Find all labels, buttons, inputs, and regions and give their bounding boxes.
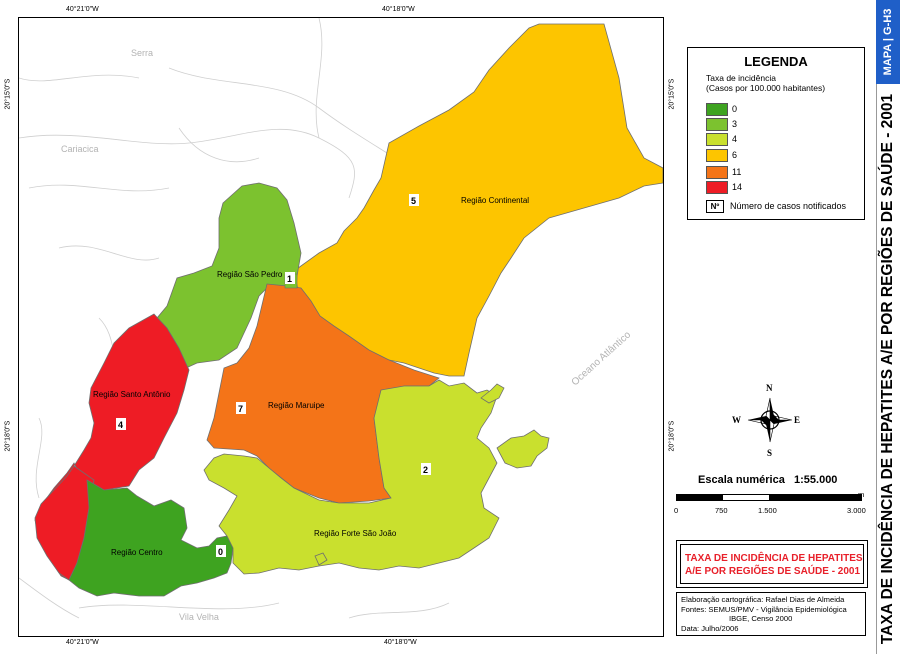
region-centro[interactable]: [68, 479, 234, 597]
legend-cases-box: Nº: [706, 200, 724, 213]
map-code-label: MAPA | G-H3: [882, 8, 894, 76]
scale-bar: [676, 494, 862, 501]
scale-segment: [677, 495, 723, 500]
legend-swatch: [706, 103, 728, 116]
svg-text:2: 2: [423, 465, 428, 475]
legend-swatch: [706, 118, 728, 131]
coord-top-left: 40°21'0"W: [66, 6, 99, 13]
case-count-sao-pedro: 1: [285, 272, 295, 284]
compass-n: N: [766, 383, 773, 393]
map-svg: Região São Pedro Região Continental Regi…: [19, 18, 663, 622]
compass-e: E: [794, 415, 800, 425]
svg-text:5: 5: [411, 196, 416, 206]
region-forte-island-2[interactable]: [496, 429, 550, 469]
scale-title: Escala numérica: [698, 474, 785, 486]
scale-unit: m: [858, 490, 865, 499]
compass-s: S: [767, 448, 772, 458]
coord-left-upper: 20°15'0"S: [4, 78, 12, 110]
legend-subtitle-1: Taxa de incidência: [706, 73, 776, 83]
legend-label: 0: [732, 104, 738, 114]
label-continental: Região Continental: [461, 196, 529, 205]
legend-label: 4: [732, 134, 738, 144]
coord-bottom-left: 40°21'0"W: [66, 639, 99, 646]
legend-label: 14: [732, 182, 743, 192]
map-code-tab: MAPA | G-H3: [876, 0, 900, 84]
legend-swatch: [706, 181, 728, 194]
coord-top-right: 40°18'0"W: [382, 6, 415, 13]
case-count-forte-sao-joao: 2: [421, 463, 431, 475]
coord-left-lower: 20°18'0"S: [4, 420, 12, 452]
place-serra: Serra: [131, 48, 153, 58]
place-vila-velha: Vila Velha: [179, 612, 219, 622]
case-count-continental: 5: [409, 194, 419, 206]
compass-w: W: [732, 415, 741, 425]
region-forte-sao-joao[interactable]: [203, 379, 500, 575]
legend-label: 3: [732, 119, 738, 129]
case-count-maruipe: 7: [236, 402, 246, 414]
svg-text:7: 7: [238, 404, 243, 414]
vertical-title: TAXA DE INCIDÊNCIA DE HEPATITES A/E POR …: [876, 84, 900, 654]
case-count-santo-antonio: 4: [116, 418, 126, 430]
legend-subtitle-2: (Casos por 100.000 habitantes): [706, 83, 826, 93]
coord-bottom-right: 40°18'0"W: [384, 639, 417, 646]
map-title-line-1: TAXA DE INCIDÊNCIA DE HEPATITES: [685, 553, 863, 564]
credits-line-1: Elaboração cartográfica: Rafael Dias de …: [681, 595, 845, 604]
north-arrow-icon: N S E W: [732, 383, 800, 458]
scale-label-750: 750: [715, 506, 728, 515]
credits-line-2: Fontes: SEMUS/PMV - Vigilância Epidemiol…: [681, 604, 847, 614]
label-sao-pedro: Região São Pedro: [217, 270, 283, 279]
credits-line-4: Data: Julho/2006: [681, 623, 739, 633]
region-forte-island-3[interactable]: [314, 552, 328, 566]
side-panel: [876, 0, 900, 654]
svg-text:0: 0: [218, 547, 223, 557]
region-forte-island-1[interactable]: [480, 383, 505, 404]
coord-right-lower: 20°18'0"S: [668, 420, 676, 452]
legend: LEGENDA Taxa de incidência (Casos por 10…: [687, 47, 865, 220]
legend-swatch: [706, 149, 728, 162]
legend-title: LEGENDA: [744, 54, 808, 69]
scale-label-1500: 1.500: [758, 506, 777, 515]
svg-text:4: 4: [118, 420, 123, 430]
label-forte-sao-joao: Região Forte São João: [314, 529, 397, 538]
credits-line-3: IBGE, Censo 2000: [729, 614, 793, 624]
vertical-title-text: TAXA DE INCIDÊNCIA DE HEPATITES A/E POR …: [879, 93, 896, 645]
svg-text:1: 1: [287, 274, 292, 284]
coord-right-upper: 20°15'0"S: [668, 78, 676, 110]
place-cariacica: Cariacica: [61, 144, 99, 154]
legend-cases-label: Número de casos notificados: [730, 201, 847, 211]
scale-label-3000: 3.000: [847, 506, 866, 515]
legend-subtitle: Taxa de incidência (Casos por 100.000 ha…: [706, 73, 825, 93]
legend-label: 11: [732, 167, 742, 177]
legend-label: 6: [732, 150, 738, 160]
place-ocean: Oceano Atlântico: [570, 329, 634, 388]
legend-swatch: [706, 166, 728, 179]
scale-label-0: 0: [674, 506, 679, 515]
legend-swatch: [706, 133, 728, 146]
scale-segment: [769, 495, 861, 500]
map-title-box: TAXA DE INCIDÊNCIA DE HEPATITES A/E POR …: [676, 540, 868, 588]
map-frame: Região São Pedro Região Continental Regi…: [18, 17, 664, 637]
case-count-centro: 0: [216, 545, 226, 557]
scale-segment: [723, 495, 769, 500]
label-maruipe: Região Maruipe: [268, 401, 325, 410]
map-title-line-2: A/E POR REGIÕES DE SAÚDE - 2001: [685, 566, 861, 577]
scale-value: 1:55.000: [794, 474, 838, 486]
label-centro: Região Centro: [111, 548, 163, 557]
label-santo-antonio: Região Santo Antônio: [93, 390, 171, 399]
credits-box: Elaboração cartográfica: Rafael Dias de …: [676, 592, 866, 636]
region-sao-pedro[interactable]: [156, 182, 302, 369]
